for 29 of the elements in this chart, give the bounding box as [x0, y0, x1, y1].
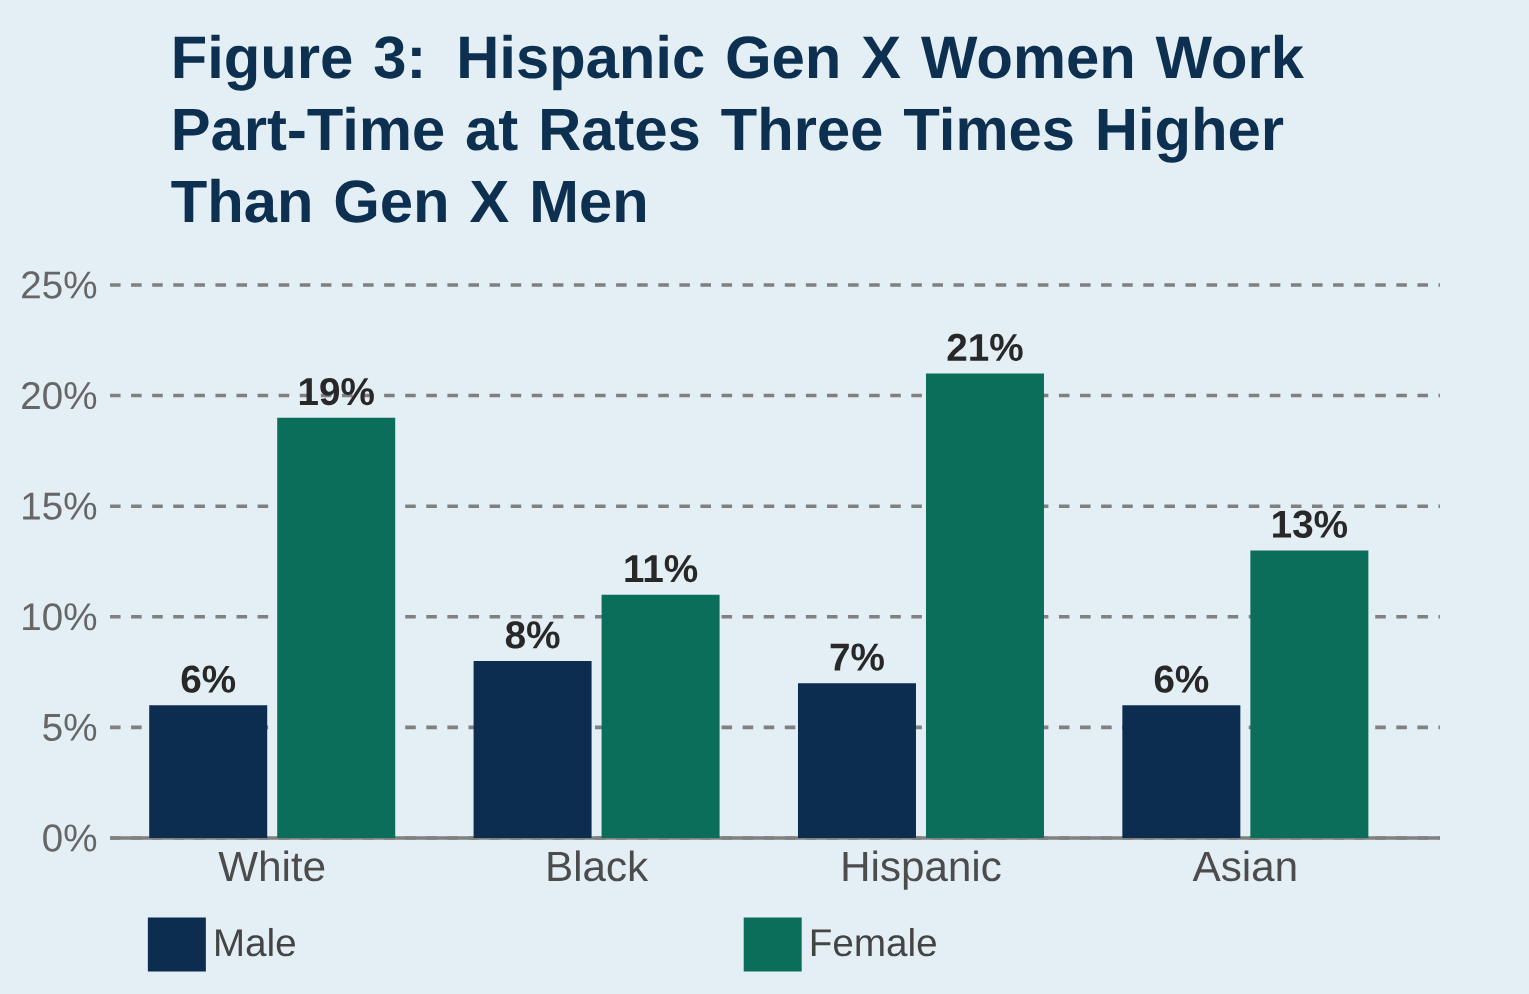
chart-title: Figure 3: Hispanic Gen X Women Work Part-Time at Rates Three Times Higher Than Gen X Men	[171, 34, 1305, 223]
bar	[277, 417, 396, 838]
data-label: 13%	[1273, 510, 1348, 539]
y-tick-label: 10%	[23, 603, 97, 631]
data-label: 8%	[505, 621, 560, 649]
legend-label: Female	[811, 927, 936, 957]
y-tick-label: 5%	[43, 713, 97, 741]
bar	[601, 594, 720, 838]
bar	[473, 661, 592, 838]
data-label: 6%	[181, 665, 236, 693]
bar	[797, 683, 916, 838]
y-tick-label: 20%	[22, 381, 97, 410]
x-tick-label: Asian	[1192, 850, 1296, 882]
bar	[1250, 550, 1369, 838]
y-tick-label: 25%	[22, 271, 97, 299]
x-tick-label: Hispanic	[843, 850, 1001, 890]
legend-label: Male	[216, 927, 295, 957]
bar	[149, 705, 268, 838]
data-label: 6%	[1154, 665, 1209, 693]
x-tick-label: Black	[548, 850, 649, 882]
bar	[925, 373, 1044, 838]
y-tick-label: 15%	[23, 492, 97, 520]
bar	[1122, 705, 1241, 838]
data-label: 21%	[947, 333, 1023, 362]
x-tick-label: White	[218, 850, 325, 882]
y-tick-label: 0%	[43, 824, 97, 852]
data-label: 11%	[625, 555, 698, 583]
data-label: 19%	[299, 377, 374, 406]
data-label: 7%	[830, 643, 884, 671]
